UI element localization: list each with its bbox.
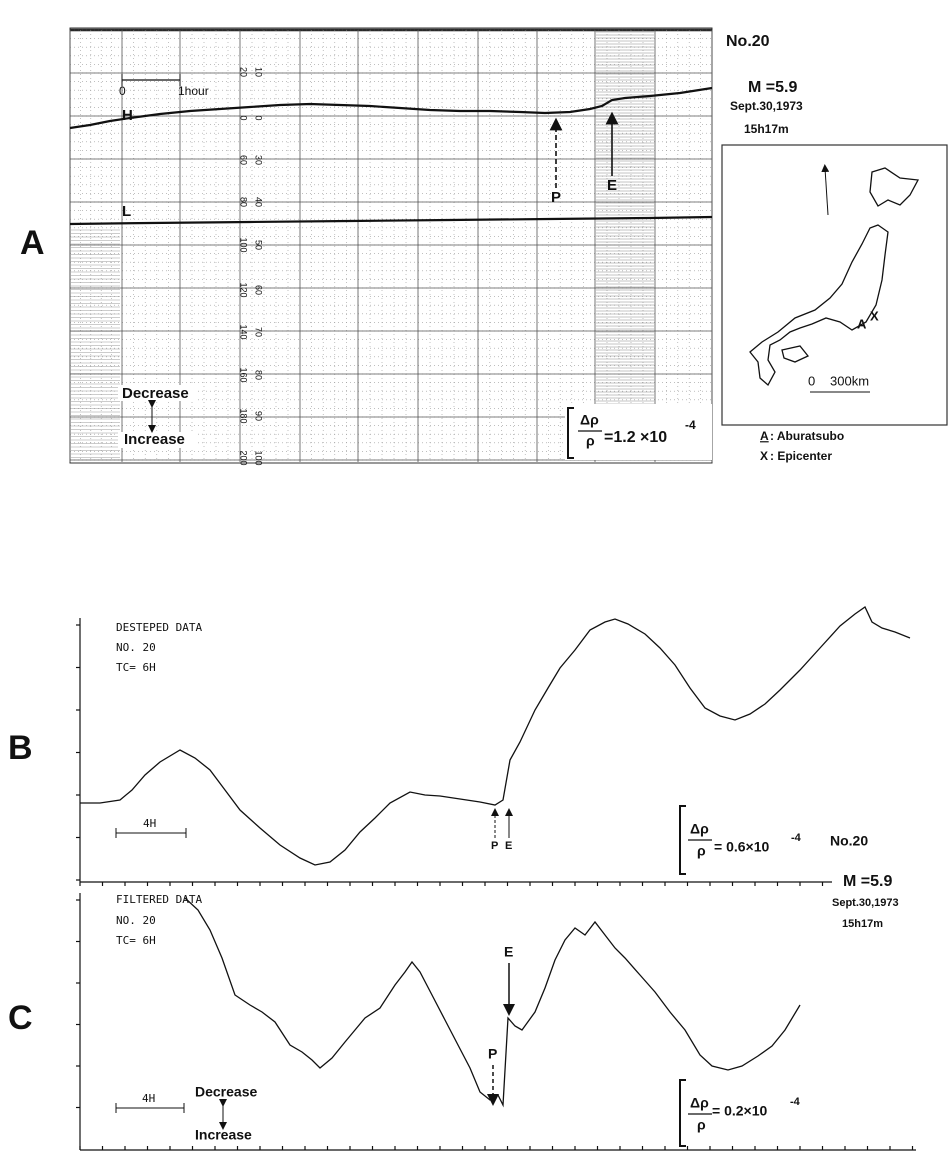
figure: A 20060801001201401601802001003040506070…	[0, 0, 950, 1155]
ratio-exponent: -4	[685, 418, 696, 432]
grid-number: 80	[239, 197, 249, 207]
grid-number: 0	[239, 115, 249, 120]
grid-number: 90	[254, 411, 264, 421]
ratio-numerator: Δρ	[690, 821, 709, 837]
direction-label: Increase	[124, 431, 185, 448]
ratio-value: = 0.6×10	[714, 839, 769, 855]
scale-bracket	[680, 806, 686, 874]
header-line: FILTERED DATA	[116, 893, 202, 906]
arrow-label: P	[491, 840, 498, 852]
grid-number: 60	[254, 285, 264, 295]
ratio-value: = 0.2×10	[712, 1103, 767, 1119]
time-scale-label: 4H	[143, 817, 156, 830]
header-line: DESTEPED DATA	[116, 621, 202, 634]
grid-number: 50	[254, 240, 264, 250]
ratio-exponent: -4	[790, 1096, 801, 1108]
grid-number: 100	[254, 450, 264, 465]
legend-key: X	[760, 449, 768, 463]
trace-label: L	[122, 203, 131, 220]
grid-number: 160	[239, 367, 249, 382]
epicenter-mark: X	[870, 308, 879, 323]
magnitude: M =5.9	[748, 79, 797, 96]
header-line: NO. 20	[116, 914, 156, 927]
ratio-denominator: ρ	[697, 1117, 706, 1133]
direction-label: Decrease	[122, 385, 189, 402]
time-scale-label: 1hour	[178, 84, 209, 98]
grid-number: 30	[254, 155, 264, 165]
grid-number: 200	[239, 450, 249, 465]
grid-number: 40	[254, 197, 264, 207]
scale-bracket	[680, 1080, 686, 1146]
header-line: TC= 6H	[116, 661, 156, 674]
ratio-value: =1.2 ×10	[604, 429, 667, 446]
grid-number: 70	[254, 327, 264, 337]
ratio-denominator: ρ	[697, 843, 706, 859]
grid-number: 80	[254, 370, 264, 380]
grid-number: 10	[254, 67, 264, 77]
date: Sept.30,1973	[832, 897, 899, 909]
legend-text: : Epicenter	[770, 449, 832, 463]
grid-number: 180	[239, 408, 249, 423]
arrow-label: E	[505, 840, 512, 852]
header-line: NO. 20	[116, 641, 156, 654]
arrow-label: E	[504, 944, 513, 960]
station-mark: A	[857, 316, 867, 331]
arrow-label: E	[607, 177, 617, 194]
grid-number: 0	[254, 115, 264, 120]
grid-number: 100	[239, 237, 249, 252]
direction-label: Decrease	[195, 1084, 257, 1100]
grid-number: 140	[239, 324, 249, 339]
panel-label: C	[8, 999, 33, 1037]
time: 15h17m	[842, 918, 883, 930]
map-scale-label: 0	[808, 373, 815, 388]
record-number: No.20	[830, 833, 868, 849]
ratio-denominator: ρ	[586, 433, 595, 449]
direction-label: Increase	[195, 1127, 252, 1143]
legend-text: : Aburatsubo	[770, 429, 844, 443]
grid-number: 120	[239, 282, 249, 297]
date: Sept.30,1973	[730, 99, 803, 113]
ratio-exponent: -4	[791, 832, 802, 844]
grid-number: 60	[239, 155, 249, 165]
time: 15h17m	[744, 122, 789, 136]
record-number: No.20	[726, 33, 770, 50]
time-scale-label: 0	[119, 84, 126, 98]
panel-label: A	[20, 224, 45, 262]
header-line: TC= 6H	[116, 934, 156, 947]
ratio-numerator: Δρ	[690, 1095, 709, 1111]
grid-number: 20	[239, 67, 249, 77]
trace-label: H	[122, 107, 133, 124]
panel-label: B	[8, 729, 33, 767]
map-scale-label: 300km	[830, 373, 869, 388]
legend-key: A	[760, 429, 769, 443]
arrow-label: P	[488, 1046, 497, 1062]
time-scale-label: 4H	[142, 1092, 155, 1105]
arrow-label: P	[551, 189, 561, 206]
ratio-numerator: Δρ	[580, 412, 599, 428]
magnitude: M =5.9	[843, 873, 892, 890]
